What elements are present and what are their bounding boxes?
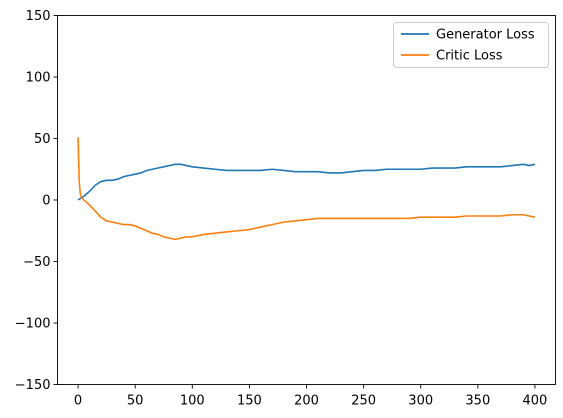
series-line-generator-loss bbox=[77, 163, 536, 201]
x-tick-label: 350 bbox=[465, 394, 490, 409]
plot-lines bbox=[77, 137, 536, 241]
y-tick-label: −50 bbox=[23, 255, 50, 270]
y-tick-label: 0 bbox=[42, 194, 50, 209]
series-line-critic-loss bbox=[77, 137, 536, 241]
y-tick-label: 100 bbox=[26, 71, 51, 86]
y-axis: −150 −100 −50 0 50 100 150 bbox=[15, 9, 58, 393]
x-tick-label: 150 bbox=[237, 394, 262, 409]
y-tick-label: 150 bbox=[26, 9, 51, 24]
x-tick-label: 0 bbox=[74, 394, 82, 409]
legend-label-generator-loss: Generator Loss bbox=[436, 28, 535, 43]
x-tick-label: 100 bbox=[180, 394, 205, 409]
y-tick-label: 50 bbox=[34, 132, 51, 147]
x-tick-label: 200 bbox=[294, 394, 319, 409]
x-tick-label: 250 bbox=[351, 394, 376, 409]
legend-box bbox=[393, 22, 549, 68]
x-axis: 0 50 100 150 200 250 300 350 400 bbox=[74, 384, 548, 409]
y-tick-label: −100 bbox=[15, 317, 51, 332]
x-tick-label: 300 bbox=[408, 394, 433, 409]
x-tick-label: 50 bbox=[127, 394, 144, 409]
x-tick-label: 400 bbox=[523, 394, 548, 409]
y-tick-label: −150 bbox=[15, 378, 51, 393]
legend: Generator Loss Critic Loss bbox=[393, 22, 549, 68]
legend-label-critic-loss: Critic Loss bbox=[436, 49, 503, 64]
